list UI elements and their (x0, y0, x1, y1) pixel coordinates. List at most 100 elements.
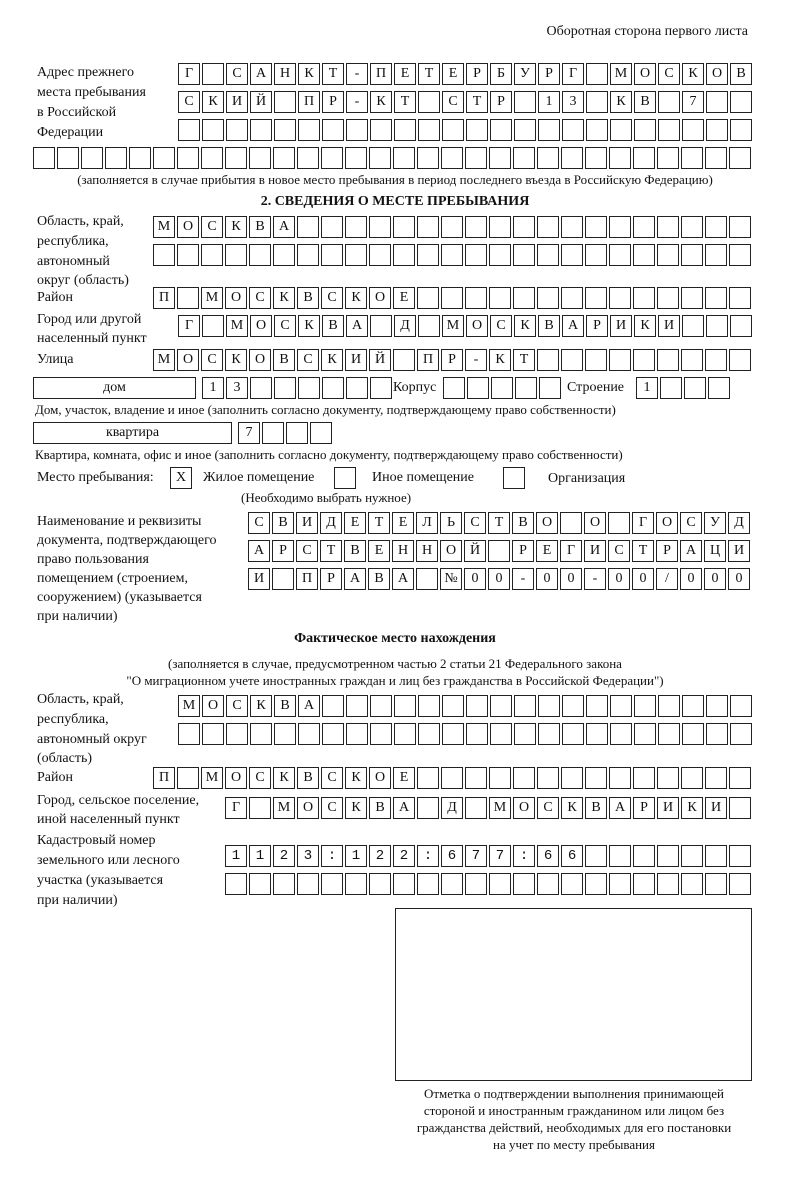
char-cell[interactable] (202, 63, 224, 85)
char-cell[interactable] (417, 873, 439, 895)
char-cell[interactable]: 1 (538, 91, 560, 113)
char-cell[interactable]: Р (633, 797, 655, 819)
char-cell[interactable] (585, 845, 607, 867)
char-cell[interactable] (250, 723, 272, 745)
char-cell[interactable] (345, 244, 367, 266)
char-cell[interactable]: Г (178, 63, 200, 85)
char-cell[interactable]: М (273, 797, 295, 819)
char-cell[interactable]: К (298, 63, 320, 85)
char-cell[interactable] (346, 695, 368, 717)
char-cell[interactable] (705, 845, 727, 867)
char-cell[interactable] (417, 216, 439, 238)
char-cell[interactable] (250, 377, 272, 399)
char-cell[interactable] (393, 244, 415, 266)
char-cell[interactable] (274, 377, 296, 399)
char-cell[interactable]: 7 (238, 422, 260, 444)
char-cell[interactable] (633, 767, 655, 789)
char-cell[interactable]: Т (513, 349, 535, 371)
char-cell[interactable] (441, 147, 463, 169)
korpus-row[interactable] (443, 377, 561, 399)
char-cell[interactable] (465, 147, 487, 169)
char-cell[interactable]: С (178, 91, 200, 113)
char-cell[interactable] (226, 723, 248, 745)
char-cell[interactable] (681, 873, 703, 895)
char-cell[interactable] (657, 873, 679, 895)
char-cell[interactable]: К (345, 287, 367, 309)
char-cell[interactable] (322, 377, 344, 399)
char-cell[interactable]: Т (466, 91, 488, 113)
char-cell[interactable] (465, 287, 487, 309)
char-cell[interactable]: А (273, 216, 295, 238)
char-cell[interactable] (515, 377, 537, 399)
char-cell[interactable]: К (610, 91, 632, 113)
char-cell[interactable] (609, 287, 631, 309)
char-cell[interactable] (514, 119, 536, 141)
char-cell[interactable] (273, 873, 295, 895)
char-cell[interactable] (561, 244, 583, 266)
char-cell[interactable]: О (177, 349, 199, 371)
char-cell[interactable] (466, 119, 488, 141)
char-cell[interactable]: К (561, 797, 583, 819)
char-cell[interactable]: К (681, 797, 703, 819)
char-cell[interactable] (418, 91, 440, 113)
char-cell[interactable] (538, 723, 560, 745)
flat-number-row[interactable]: 7 (238, 422, 332, 444)
prev-address-row-4[interactable] (33, 147, 751, 169)
char-cell[interactable] (682, 119, 704, 141)
char-cell[interactable] (202, 723, 224, 745)
char-cell[interactable] (489, 244, 511, 266)
char-cell[interactable] (370, 377, 392, 399)
char-cell[interactable]: А (298, 695, 320, 717)
char-cell[interactable] (562, 695, 584, 717)
char-cell[interactable]: С (537, 797, 559, 819)
char-cell[interactable] (585, 873, 607, 895)
char-cell[interactable] (609, 216, 631, 238)
char-cell[interactable] (370, 315, 392, 337)
char-cell[interactable]: С (680, 512, 702, 534)
char-cell[interactable]: В (512, 512, 534, 534)
char-cell[interactable] (609, 349, 631, 371)
char-cell[interactable]: А (393, 797, 415, 819)
char-cell[interactable]: В (585, 797, 607, 819)
char-cell[interactable] (369, 244, 391, 266)
char-cell[interactable] (274, 723, 296, 745)
char-cell[interactable] (249, 873, 271, 895)
char-cell[interactable] (561, 216, 583, 238)
char-cell[interactable] (321, 244, 343, 266)
char-cell[interactable] (586, 119, 608, 141)
char-cell[interactable] (465, 244, 487, 266)
char-cell[interactable] (465, 873, 487, 895)
char-cell[interactable]: О (440, 540, 462, 562)
char-cell[interactable] (177, 244, 199, 266)
char-cell[interactable] (321, 845, 343, 867)
char-cell[interactable] (490, 119, 512, 141)
char-cell[interactable]: В (273, 349, 295, 371)
char-cell[interactable]: Н (416, 540, 438, 562)
char-cell[interactable]: М (153, 349, 175, 371)
char-cell[interactable] (201, 244, 223, 266)
char-cell[interactable] (369, 216, 391, 238)
char-cell[interactable] (538, 119, 560, 141)
char-cell[interactable]: П (417, 349, 439, 371)
char-cell[interactable]: И (226, 91, 248, 113)
char-cell[interactable]: В (297, 767, 319, 789)
char-cell[interactable] (442, 119, 464, 141)
char-cell[interactable]: У (704, 512, 726, 534)
char-cell[interactable]: В (369, 797, 391, 819)
char-cell[interactable] (657, 845, 679, 867)
char-cell[interactable] (467, 377, 489, 399)
char-cell[interactable] (657, 216, 679, 238)
char-cell[interactable] (586, 63, 608, 85)
stay-option-residential-checkbox[interactable]: Х (170, 467, 192, 489)
char-cell[interactable]: К (273, 287, 295, 309)
char-cell[interactable] (297, 873, 319, 895)
char-cell[interactable]: О (656, 512, 678, 534)
char-cell[interactable] (273, 244, 295, 266)
char-cell[interactable]: 0 (632, 568, 654, 590)
char-cell[interactable] (657, 244, 679, 266)
char-cell[interactable] (490, 723, 512, 745)
char-cell[interactable] (561, 845, 583, 867)
char-cell[interactable]: Й (464, 540, 486, 562)
